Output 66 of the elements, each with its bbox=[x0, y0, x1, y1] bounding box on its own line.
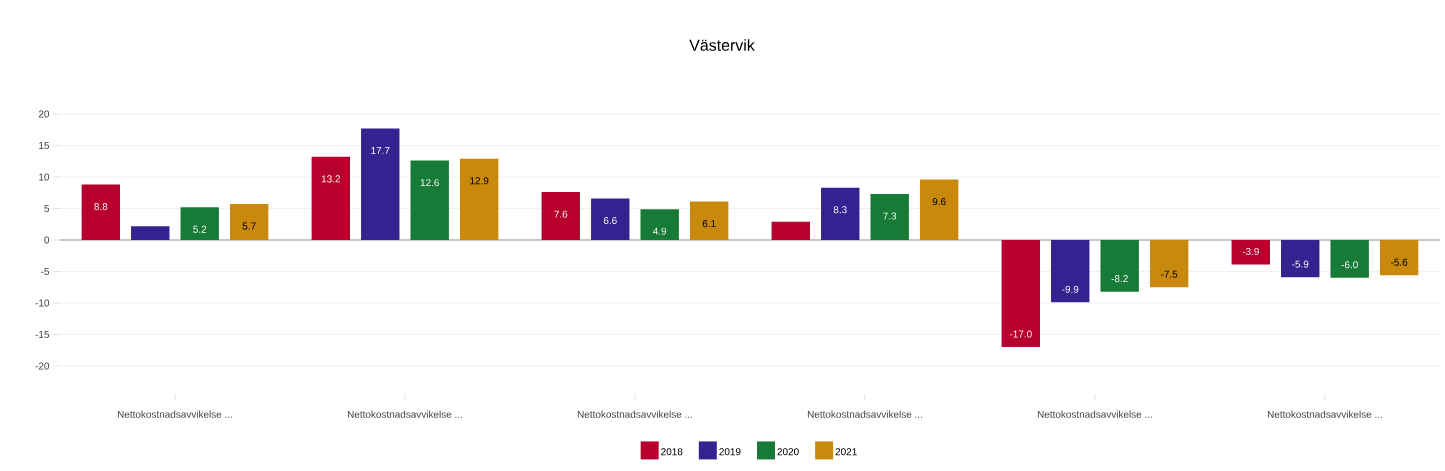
legend-label: 2018 bbox=[661, 448, 683, 456]
legend-label: 2021 bbox=[835, 448, 857, 456]
data-label: 12.9 bbox=[470, 177, 489, 185]
data-label: 9.6 bbox=[932, 198, 946, 206]
data-label: -6.0 bbox=[1341, 261, 1358, 269]
data-label: 12.6 bbox=[420, 179, 439, 187]
y-tick-label: -10 bbox=[35, 299, 50, 307]
bar bbox=[771, 221, 810, 240]
bar bbox=[591, 198, 630, 240]
bar bbox=[229, 204, 269, 240]
data-label: -7.5 bbox=[1160, 270, 1178, 278]
y-tick-label: 5 bbox=[44, 205, 50, 212]
y-tick-label: 0 bbox=[44, 236, 50, 244]
bar bbox=[180, 207, 219, 240]
data-label: -5.6 bbox=[1390, 258, 1408, 266]
data-label: -8.2 bbox=[1111, 275, 1128, 283]
data-label: 5.2 bbox=[193, 225, 207, 233]
bar bbox=[361, 128, 400, 240]
bar bbox=[1001, 240, 1040, 348]
bar bbox=[541, 192, 581, 240]
x-tick-label: Nettokostnadsavvikelse ... bbox=[1267, 410, 1382, 418]
y-tick-label: 10 bbox=[39, 173, 50, 181]
y-tick-label: -20 bbox=[35, 362, 50, 370]
bar bbox=[689, 201, 729, 240]
bar bbox=[1051, 240, 1090, 303]
legend-label: 2020 bbox=[777, 448, 799, 456]
y-tick-label: -5 bbox=[41, 268, 50, 275]
bar bbox=[81, 184, 121, 240]
bar bbox=[1330, 240, 1369, 278]
x-tick-label: Nettokostnadsavvikelse ... bbox=[1037, 410, 1152, 418]
bar bbox=[459, 158, 499, 240]
y-tick-label: 15 bbox=[39, 142, 50, 149]
x-tick-label: Nettokostnadsavvikelse ... bbox=[577, 410, 692, 418]
y-tick-label: 20 bbox=[38, 110, 50, 118]
bar bbox=[1231, 240, 1270, 265]
x-tick-label: Nettokostnadsavvikelse ... bbox=[807, 410, 922, 418]
data-label: -9.9 bbox=[1062, 285, 1079, 293]
bar bbox=[410, 160, 449, 240]
bar bbox=[311, 156, 351, 240]
data-label: 7.3 bbox=[883, 212, 897, 220]
data-label: 5.7 bbox=[242, 222, 256, 230]
x-tick-label: Nettokostnadsavvikelse ... bbox=[117, 410, 232, 418]
data-label: -3.9 bbox=[1242, 248, 1259, 256]
data-label: 4.9 bbox=[653, 227, 667, 235]
bar bbox=[1149, 240, 1189, 288]
bar bbox=[1100, 240, 1139, 292]
data-label: 8.3 bbox=[833, 206, 847, 214]
bar bbox=[919, 179, 959, 240]
bar bbox=[870, 194, 909, 240]
bar bbox=[640, 209, 679, 240]
bar bbox=[821, 187, 860, 240]
bar bbox=[1379, 240, 1419, 276]
data-label: 13.2 bbox=[321, 175, 341, 183]
x-tick-label: Nettokostnadsavvikelse ... bbox=[347, 410, 462, 418]
data-label: 8.8 bbox=[94, 203, 108, 211]
bar bbox=[1281, 240, 1320, 278]
y-tick-label: -15 bbox=[35, 331, 50, 338]
data-label: 7.6 bbox=[554, 210, 568, 218]
data-label: 17.7 bbox=[371, 147, 390, 154]
data-label: -5.9 bbox=[1292, 260, 1309, 268]
data-label: -17.0 bbox=[1009, 330, 1032, 338]
legend-label: 2019 bbox=[719, 448, 741, 456]
bar bbox=[131, 226, 170, 240]
data-label: 6.1 bbox=[702, 220, 716, 228]
chart-title: Västervik bbox=[689, 39, 755, 51]
data-label: 6.6 bbox=[603, 216, 617, 224]
